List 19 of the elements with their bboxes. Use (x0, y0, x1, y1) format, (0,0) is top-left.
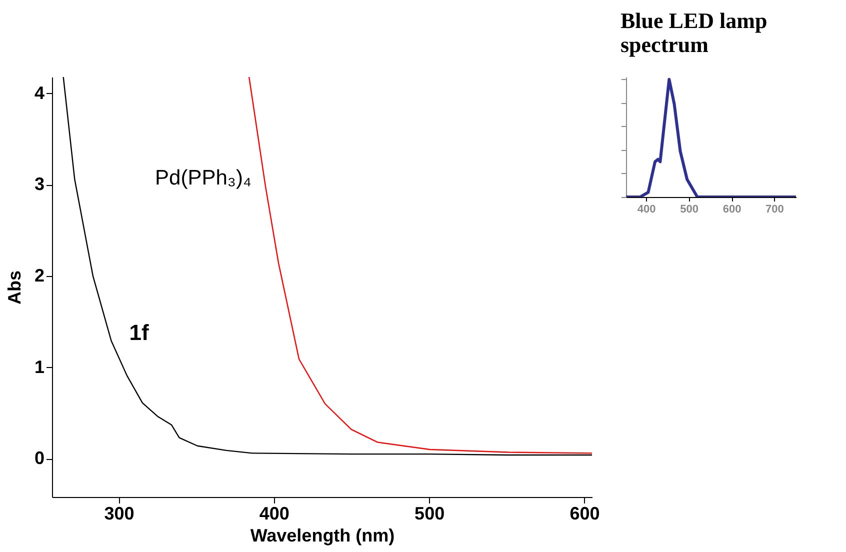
y-tick-label: 4 (34, 82, 44, 103)
x-tick-label: 300 (104, 504, 134, 524)
series-label: 1f (129, 320, 150, 345)
y-tick-label: 3 (34, 174, 44, 194)
y-tick-label: 1 (34, 356, 44, 377)
y-tick-label: 2 (34, 266, 44, 286)
x-tick-label: 600 (722, 204, 742, 216)
series-label: Pd(PPh₃)₄ (155, 166, 252, 190)
chart-title: Blue LED lamp spectrum (620, 8, 768, 57)
x-tick-label: 700 (766, 204, 784, 216)
x-tick-label: 400 (637, 204, 656, 216)
x-tick-label: 600 (570, 504, 600, 524)
x-tick-label: 500 (414, 504, 445, 524)
line-series (62, 77, 592, 456)
x-tick-label: 400 (259, 504, 290, 524)
x-axis-title: Wavelength (nm) (250, 526, 395, 546)
x-tick-label: 500 (680, 204, 698, 216)
y-axis-title: Abs (4, 270, 24, 305)
y-tick-label: 0 (34, 448, 44, 468)
